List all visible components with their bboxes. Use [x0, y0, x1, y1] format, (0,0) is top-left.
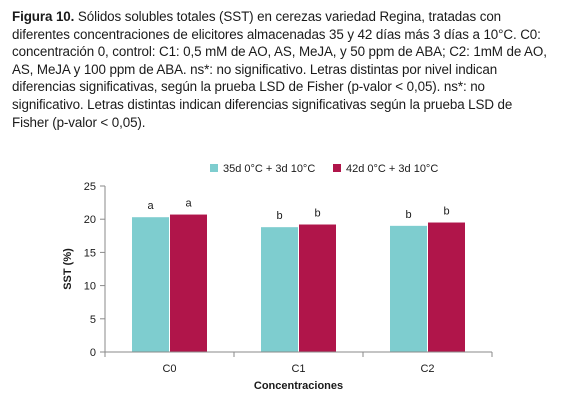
x-tick-label: C2: [420, 363, 434, 375]
legend-label: 42d 0°C + 3d 10°C: [346, 163, 438, 175]
bar-c0-series-1: [132, 217, 169, 352]
x-axis: C0 C1 C2: [104, 351, 493, 375]
bar-c2-series-2: [428, 222, 465, 352]
y-tick-label: 20: [84, 214, 96, 226]
bars: a a b b b b: [132, 198, 465, 352]
y-axis-title: SST (%): [62, 248, 74, 290]
bar-c2-series-1: [390, 225, 427, 352]
data-label: b: [405, 209, 411, 221]
x-tick-label: C0: [162, 363, 176, 375]
figure-label: Figura 10.: [12, 9, 75, 24]
legend-swatch: [333, 164, 341, 172]
x-axis-title: Concentraciones: [254, 380, 343, 392]
x-tick-label: C1: [291, 363, 305, 375]
legend-label: 35d 0°C + 3d 10°C: [223, 163, 315, 175]
bar-c1-series-2: [299, 224, 336, 352]
data-label: a: [185, 198, 192, 210]
y-axis: 0 5 10 15 20 25: [84, 181, 106, 359]
y-tick-label: 15: [84, 247, 96, 259]
legend: 35d 0°C + 3d 10°C 42d 0°C + 3d 10°C: [210, 163, 438, 175]
figure-caption: Figura 10. Sólidos solubles totales (SST…: [12, 8, 552, 131]
y-tick-label: 10: [84, 281, 96, 293]
caption-text: Sólidos solubles totales (SST) en cereza…: [12, 9, 547, 130]
bar-c1-series-1: [261, 227, 298, 352]
y-tick-label: 0: [90, 347, 96, 359]
data-label: a: [147, 200, 154, 212]
y-tick-label: 5: [90, 314, 96, 326]
legend-swatch: [210, 164, 218, 172]
y-tick-label: 25: [84, 181, 96, 193]
data-label: b: [314, 208, 320, 220]
data-label: b: [443, 206, 449, 218]
data-label: b: [276, 210, 282, 222]
bar-c0-series-2: [170, 214, 207, 352]
